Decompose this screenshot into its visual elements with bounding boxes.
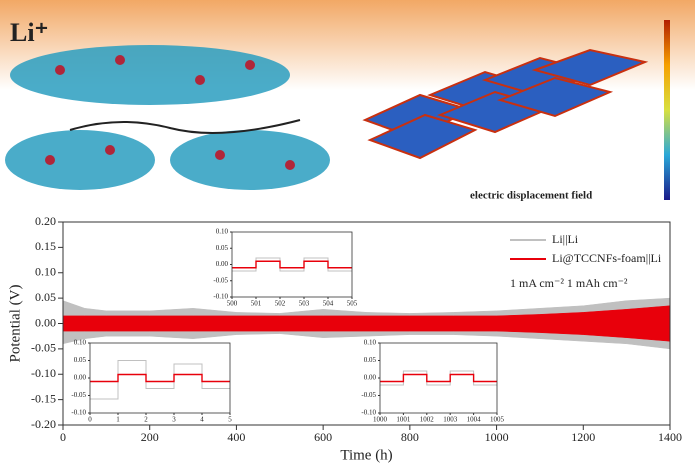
y-tick-label: -0.15 (31, 391, 56, 405)
y-tick-label: -0.05 (71, 391, 86, 399)
caption: electric displacement field (470, 190, 592, 202)
molecule-atoms (45, 55, 295, 170)
y-tick-label: -0.20 (31, 417, 56, 431)
y-tick-label: 0.00 (216, 260, 229, 268)
molecule-cluster (5, 45, 330, 190)
x-tick-label: 505 (347, 300, 358, 308)
ion-label: Li⁺ (10, 18, 48, 47)
x-tick-label: 200 (141, 430, 159, 444)
x-tick-label: 1001 (396, 416, 411, 424)
x-tick-label: 1002 (420, 416, 435, 424)
step-line (380, 373, 497, 383)
inset-chart: 1000 1001 1002 1003 1004 1005 0.10 0.05 0.00 -0.0… (361, 339, 504, 424)
y-tick-label: 0.20 (35, 214, 56, 228)
chain (69, 119, 301, 134)
colorbar (664, 20, 670, 200)
y-tick-label: -0.05 (31, 341, 56, 355)
legend-label: Li@TCCNFs-foam||Li (552, 251, 662, 265)
x-tick-label: 501 (251, 300, 262, 308)
y-tick-label: 0.05 (35, 290, 56, 304)
y-tick-label: 0.10 (74, 339, 87, 347)
legend-label: Li||Li (552, 232, 579, 246)
y-tick-label: 0.15 (35, 239, 56, 253)
y-tick-label: 0.05 (216, 244, 229, 252)
plot-area (232, 232, 352, 297)
step-line (232, 260, 352, 269)
y-axis-label: Potential (V) (7, 285, 23, 363)
x-tick-label: 2 (144, 416, 148, 424)
x-tick-label: 503 (299, 300, 310, 308)
charts: 0 200 400 600 800 1000 1200 1400 0.20 0.15 0.10 0.0… (7, 214, 682, 464)
inset-chart: 0 1 2 3 4 5 0.10 0.05 0.00 -0.05 -0.10 (71, 339, 232, 424)
y-tick-label: 0.10 (216, 228, 229, 236)
x-axis-label: Time (h) (340, 447, 392, 463)
plates (362, 48, 649, 160)
plot-area (380, 343, 497, 413)
x-tick-label: 1004 (467, 416, 482, 424)
x-tick-label: 0 (88, 416, 92, 424)
x-tick-label: 600 (314, 430, 332, 444)
y-tick-label: -0.10 (361, 409, 376, 417)
plot-area (90, 343, 230, 413)
x-tick-label: 0 (60, 430, 66, 444)
x-tick-label: 800 (401, 430, 419, 444)
y-tick-label: -0.05 (213, 276, 228, 284)
x-tick-label: 1000 (485, 430, 509, 444)
step-line (90, 373, 230, 383)
y-tick-label: 0.05 (74, 356, 87, 364)
x-tick-label: 1 (116, 416, 120, 424)
x-tick-label: 500 (227, 300, 238, 308)
y-tick-label: 0.00 (35, 315, 56, 329)
illustration: Li⁺ electric displacement field (0, 0, 695, 202)
y-tick-label: -0.10 (31, 366, 56, 380)
inset-chart: 500 501 502 503 504 505 0.10 0.05 0.00 -0.05 -0.10 (213, 228, 357, 308)
x-tick-label: 5 (228, 416, 232, 424)
y-tick-label: 0.10 (35, 265, 56, 279)
x-tick-label: 400 (227, 430, 245, 444)
y-tick-label: -0.10 (213, 293, 228, 301)
y-tick-label: 0.00 (74, 374, 87, 382)
x-tick-label: 1003 (443, 416, 458, 424)
x-tick-label: 502 (275, 300, 286, 308)
x-tick-label: 504 (323, 300, 334, 308)
x-tick-label: 1400 (658, 430, 682, 444)
y-tick-label: 0.05 (364, 356, 377, 364)
x-tick-label: 3 (172, 416, 176, 424)
y-tick-label: 0.10 (364, 339, 377, 347)
x-tick-label: 1000 (373, 416, 388, 424)
x-tick-label: 1200 (571, 430, 595, 444)
y-tick-label: 0.00 (364, 374, 377, 382)
annotation: 1 mA cm⁻² 1 mAh cm⁻² (510, 276, 628, 290)
y-tick-label: -0.10 (71, 409, 86, 417)
y-tick-label: -0.05 (361, 391, 376, 399)
x-tick-label: 1005 (490, 416, 505, 424)
x-tick-label: 4 (200, 416, 204, 424)
